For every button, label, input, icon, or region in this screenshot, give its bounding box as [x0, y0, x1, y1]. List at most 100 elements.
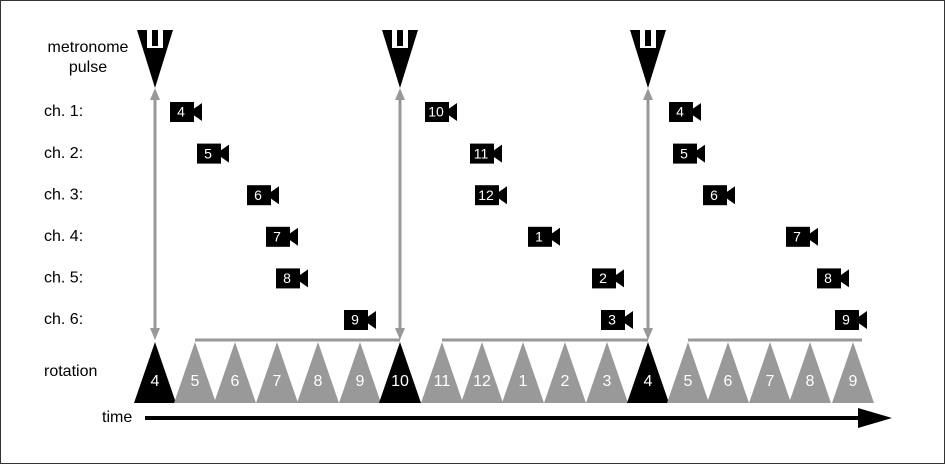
arrow-head: [643, 328, 653, 340]
rotation-triangle: [214, 342, 256, 403]
camera-lens: [623, 311, 633, 329]
rotation-number: 11: [434, 373, 451, 390]
rotation-number: 7: [273, 373, 282, 390]
metronome-pulse: [137, 30, 173, 88]
camera-lens: [492, 144, 502, 163]
channel-label: ch. 3:: [44, 186, 83, 203]
camera-number: 6: [710, 187, 718, 203]
camera-lens: [288, 227, 298, 246]
rotation-number: 10: [391, 373, 409, 390]
pulse-bar: [397, 30, 403, 46]
rotation-number: 9: [849, 373, 858, 390]
arrow-head: [395, 88, 405, 100]
rotation-number: 8: [806, 373, 815, 390]
rotation-number: 8: [314, 373, 323, 390]
rotation-triangle: [461, 342, 503, 403]
rotation-number: 6: [724, 373, 733, 390]
time-label: time: [102, 409, 132, 426]
rotation-number: 1: [519, 373, 528, 390]
arrow-head: [643, 88, 653, 100]
metronome-pulse: [630, 30, 666, 88]
arrow-head: [150, 328, 160, 340]
camera-number: 8: [283, 270, 291, 286]
arrow-head: [395, 328, 405, 340]
camera-number: 1: [535, 229, 543, 245]
camera-body: [266, 226, 290, 247]
channel-label: ch. 4:: [44, 228, 83, 245]
rotation-triangle: [502, 342, 544, 403]
camera-body: [673, 143, 697, 164]
camera-number: 5: [680, 145, 688, 161]
rotation-number: 3: [603, 373, 612, 390]
rotation-triangle: [667, 342, 709, 403]
rotation-number: 7: [766, 373, 775, 390]
channel-label: ch. 1:: [44, 103, 83, 120]
camera-number: 8: [824, 270, 832, 286]
rotation-number: 4: [644, 373, 653, 390]
rotation-triangle: [707, 342, 749, 403]
camera-number: 4: [177, 104, 185, 120]
arrow-head: [150, 88, 160, 100]
camera-body: [344, 310, 368, 330]
rotation-triangle: [789, 342, 831, 403]
camera-body: [528, 226, 552, 247]
camera-lens: [550, 227, 560, 246]
rotation-triangle: [421, 342, 463, 403]
rotation-number: 4: [151, 373, 160, 390]
camera-number: 6: [254, 187, 262, 203]
camera-body: [786, 226, 810, 247]
rotation-triangle: [749, 342, 791, 403]
rotation-label: rotation: [44, 363, 97, 380]
camera-lens: [366, 311, 376, 329]
rotation-triangle: [134, 342, 176, 403]
rotation-triangle: [339, 342, 381, 403]
camera-lens: [269, 186, 279, 205]
camera-lens: [695, 144, 705, 163]
camera-number: 10: [428, 104, 444, 120]
camera-lens: [614, 269, 624, 288]
camera-body: [703, 185, 727, 206]
camera-body: [669, 102, 693, 122]
camera-lens: [219, 144, 229, 163]
channel-label: ch. 6:: [44, 311, 83, 328]
camera-lens: [497, 186, 507, 205]
channel-label: ch. 5:: [44, 270, 83, 287]
rotation-triangle: [544, 342, 586, 403]
camera-lens: [691, 103, 701, 121]
camera-lens: [808, 227, 818, 246]
rotation-number: 9: [356, 373, 365, 390]
rotation-triangle: [174, 342, 216, 403]
camera-lens: [857, 311, 867, 329]
rotation-triangle: [832, 342, 874, 403]
camera-number: 3: [608, 312, 616, 328]
camera-number: 9: [842, 312, 850, 328]
camera-body: [592, 268, 616, 289]
camera-number: 11: [474, 145, 489, 161]
camera-number: 2: [599, 270, 607, 286]
camera-number: 9: [351, 312, 359, 328]
camera-body: [470, 143, 494, 164]
rotation-number: 12: [473, 373, 491, 390]
rotation-triangle: [586, 342, 628, 403]
camera-lens: [192, 103, 202, 121]
rotation-number: 5: [191, 373, 200, 390]
metronome-pulse: [382, 30, 418, 88]
camera-lens: [298, 269, 308, 288]
rotation-triangle: [256, 342, 298, 403]
camera-body: [475, 185, 499, 206]
camera-body: [601, 310, 625, 330]
camera-number: 12: [478, 187, 494, 203]
time-arrow: [858, 408, 892, 428]
camera-body: [835, 310, 859, 330]
camera-body: [197, 143, 221, 164]
camera-number: 7: [273, 229, 281, 245]
camera-number: 4: [676, 104, 684, 120]
channel-label: ch. 2:: [44, 145, 83, 162]
camera-lens: [725, 186, 735, 205]
camera-body: [247, 185, 271, 206]
rotation-triangle: [379, 342, 421, 403]
camera-body: [276, 268, 300, 289]
metronome-label: pulse: [69, 59, 107, 76]
camera-body: [170, 102, 194, 122]
